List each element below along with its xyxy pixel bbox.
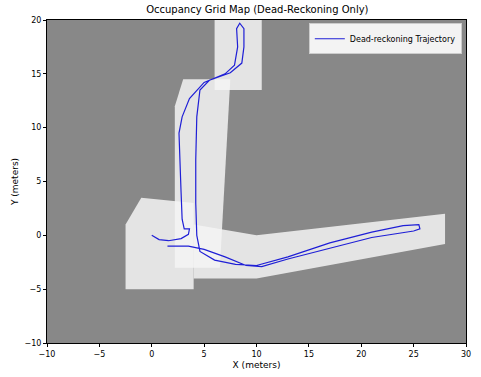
svg-text:−5: −5 — [93, 350, 105, 359]
svg-text:0: 0 — [36, 231, 41, 240]
svg-text:20: 20 — [356, 350, 366, 359]
svg-text:15: 15 — [304, 350, 314, 359]
svg-text:5: 5 — [36, 177, 41, 186]
svg-text:X (meters): X (meters) — [233, 360, 281, 370]
svg-text:0: 0 — [149, 350, 154, 359]
svg-text:25: 25 — [409, 350, 419, 359]
svg-text:15: 15 — [31, 70, 41, 79]
svg-text:−5: −5 — [30, 285, 42, 294]
svg-text:−10: −10 — [39, 350, 56, 359]
svg-text:−10: −10 — [25, 339, 42, 348]
svg-text:5: 5 — [202, 350, 207, 359]
svg-text:Occupancy Grid Map (Dead-Recko: Occupancy Grid Map (Dead-Reckoning Only) — [146, 4, 368, 15]
svg-text:20: 20 — [31, 16, 41, 25]
svg-text:30: 30 — [461, 350, 471, 359]
svg-text:Y (meters): Y (meters) — [10, 158, 20, 206]
svg-text:10: 10 — [31, 123, 41, 132]
svg-text:Dead-reckoning Trajectory: Dead-reckoning Trajectory — [350, 35, 455, 44]
svg-text:10: 10 — [251, 350, 261, 359]
